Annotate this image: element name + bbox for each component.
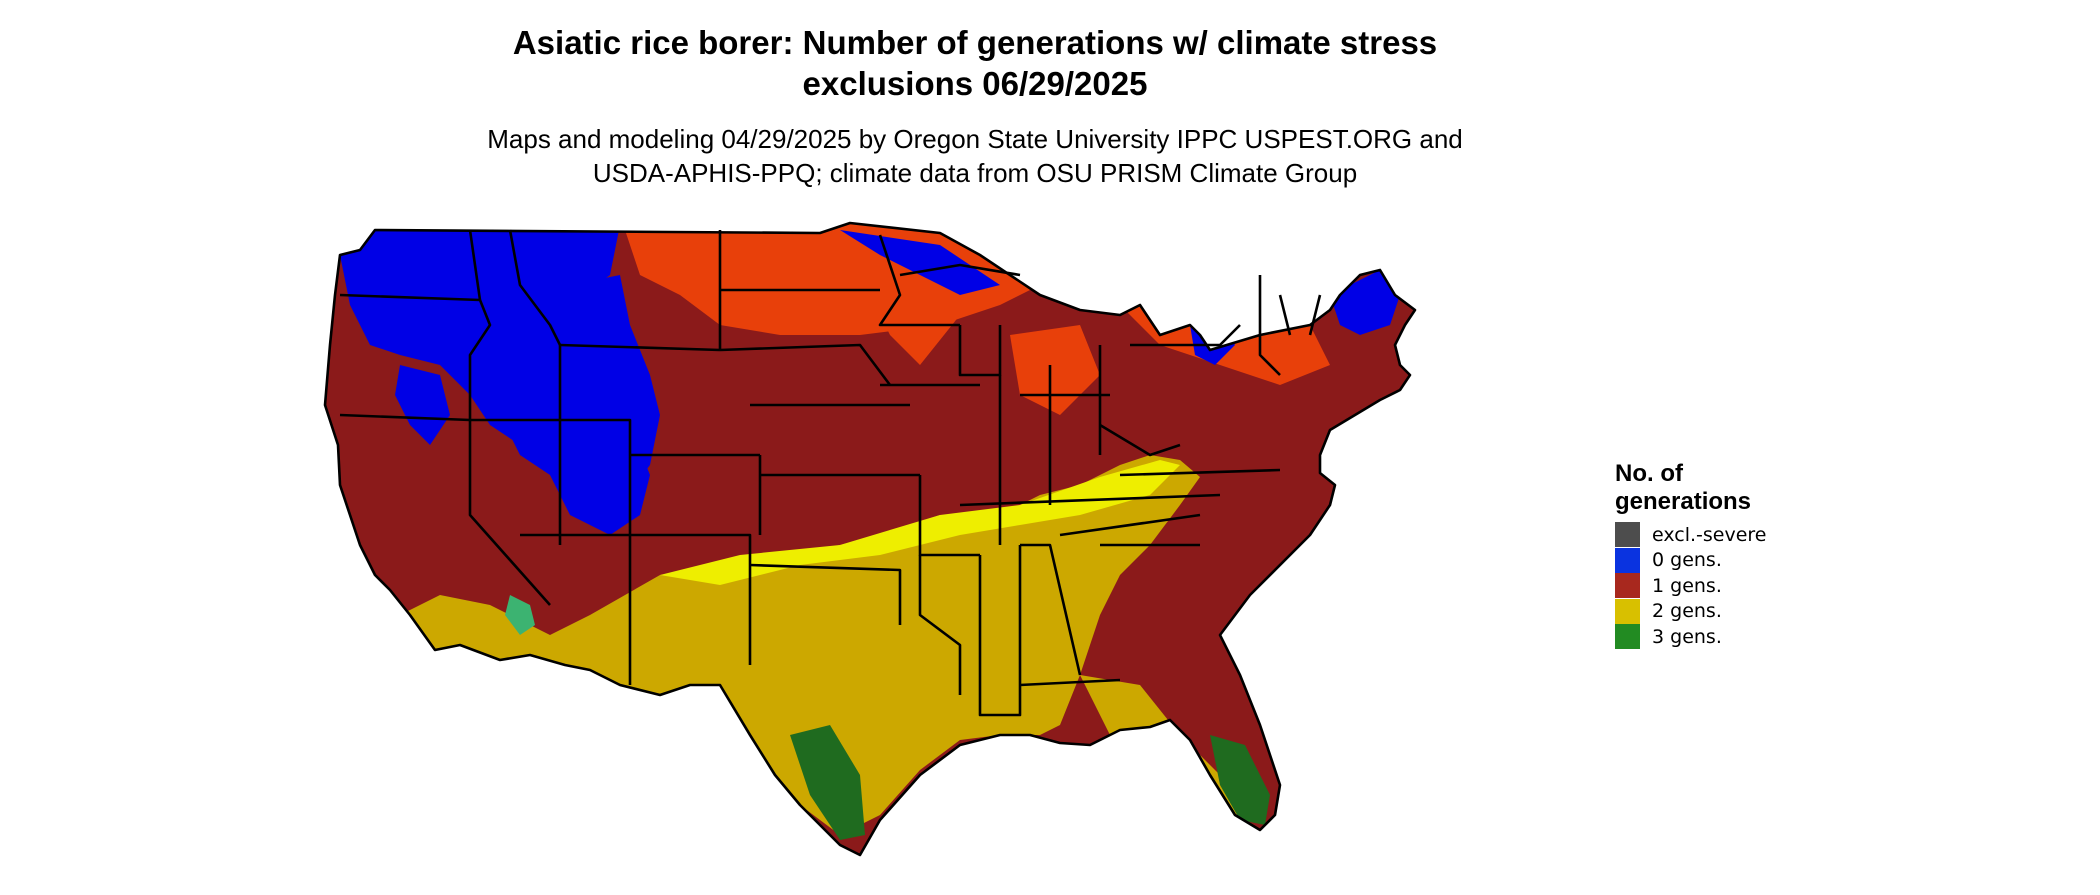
border-or-id-nv bbox=[468, 299, 560, 422]
zone-gen2-south bbox=[380, 455, 1200, 835]
border-mt-wy bbox=[559, 343, 721, 352]
border-id-wy-ut bbox=[558, 345, 632, 455]
subtitle-line2: USDA-APHIS-PPQ; climate data from OSU PR… bbox=[592, 158, 1358, 188]
legend-label: 2 gens. bbox=[1652, 600, 1722, 623]
legend-label: 3 gens. bbox=[1652, 625, 1722, 648]
border-wa-id bbox=[468, 229, 482, 301]
border-mn-ia bbox=[878, 234, 960, 327]
zone-gen0-colorado bbox=[550, 415, 650, 535]
map-canvas bbox=[323, 221, 1417, 857]
subtitle-line1: Maps and modeling 04/29/2025 by Oregon S… bbox=[487, 124, 1463, 154]
border-pa-ny bbox=[1130, 324, 1241, 347]
map-legend: No. of generations excl.-severe 0 gens. … bbox=[1615, 460, 1865, 650]
border-me-nh bbox=[1308, 294, 1322, 336]
border-ca-nv bbox=[468, 420, 551, 606]
border-ny-new-england bbox=[1258, 275, 1281, 376]
legend-item-2-gens: 2 gens. bbox=[1615, 598, 1865, 625]
zone-gen1-light-michigan bbox=[1010, 325, 1100, 415]
border-wv bbox=[1099, 423, 1181, 457]
zone-gen3-florida-tip bbox=[1210, 735, 1270, 825]
state-borders bbox=[323, 221, 1417, 857]
zone-gen3-arizona-patch bbox=[505, 595, 535, 635]
border-wi-il bbox=[958, 325, 1002, 377]
legend-item-0-gens: 0 gens. bbox=[1615, 547, 1865, 574]
border-ar-la bbox=[918, 555, 962, 695]
legend-item-excl-severe: excl.-severe bbox=[1615, 522, 1865, 548]
legend-title: No. of generations bbox=[1615, 460, 1865, 516]
legend-label: 1 gens. bbox=[1652, 574, 1722, 597]
border-vt-nh bbox=[1278, 294, 1292, 336]
legend-swatch bbox=[1615, 522, 1640, 548]
legend-title-line2: generations bbox=[1615, 488, 1752, 515]
zone-gen0-superior bbox=[840, 230, 1000, 295]
legend-title-line1: No. of bbox=[1615, 460, 1683, 487]
legend-item-3-gens: 3 gens. bbox=[1615, 624, 1865, 650]
zone-gen0-sierra bbox=[395, 365, 450, 445]
border-ga-fl bbox=[1019, 678, 1121, 687]
zone-gen3-texas-coast bbox=[790, 725, 865, 840]
border-or-ca bbox=[339, 413, 471, 422]
us-generations-map bbox=[320, 215, 1580, 895]
legend-swatch bbox=[1615, 624, 1640, 650]
border-va-nc bbox=[1119, 468, 1281, 477]
border-ms-al bbox=[978, 545, 1022, 717]
map-title-line1: Asiatic rice borer: Number of generation… bbox=[512, 24, 1438, 61]
legend-swatch bbox=[1615, 598, 1640, 624]
zone-gen1-light-lakes bbox=[860, 275, 960, 365]
legend-label: 0 gens. bbox=[1652, 549, 1722, 572]
border-ok-tx bbox=[749, 563, 902, 625]
legend-item-1-gens: 1 gens. bbox=[1615, 573, 1865, 599]
legend-label: excl.-severe bbox=[1652, 523, 1767, 546]
border-tn-nc bbox=[1059, 513, 1201, 537]
border-al-ga bbox=[1020, 543, 1082, 676]
map-title-line2: exclusions 06/29/2025 bbox=[802, 65, 1148, 102]
border-wa-or bbox=[339, 293, 481, 302]
border-ky-tn bbox=[959, 493, 1221, 507]
border-sd-ne bbox=[719, 343, 892, 386]
border-nm-tx bbox=[630, 533, 752, 665]
legend-swatch bbox=[1615, 547, 1640, 573]
border-mi-upper bbox=[899, 263, 1021, 277]
border-id-mt bbox=[508, 229, 562, 346]
legend-swatch bbox=[1615, 573, 1640, 599]
